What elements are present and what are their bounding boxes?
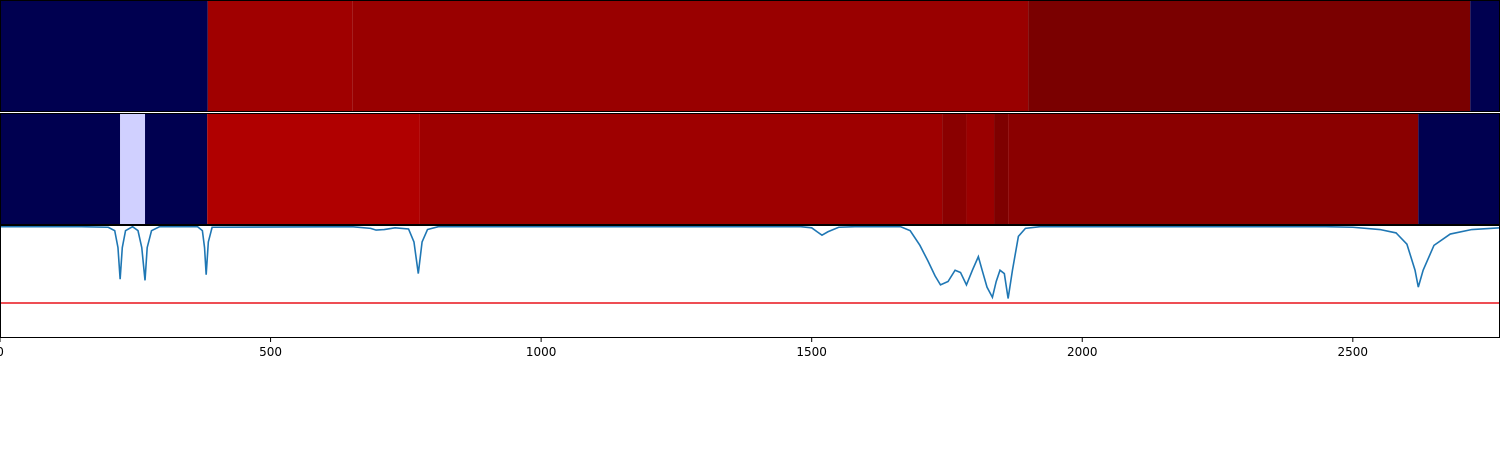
heatmap-cell <box>1028 0 1471 112</box>
heatmap-cell <box>120 113 146 225</box>
heatmap-cell <box>352 0 1029 112</box>
heatmap-cell <box>1418 113 1500 225</box>
heatmap-cell <box>419 113 943 225</box>
heatmap-cell <box>942 113 967 225</box>
heatmap-cell <box>0 113 121 225</box>
x-tick-label: 2500 <box>1338 345 1369 359</box>
heatmap-cell <box>1470 0 1500 112</box>
x-tick-label: 1000 <box>526 345 557 359</box>
heatmap-cell <box>994 113 1009 225</box>
x-tick-label: 0 <box>0 345 4 359</box>
x-tick-label: 2000 <box>1067 345 1098 359</box>
x-tick-label: 500 <box>259 345 282 359</box>
x-tick-label: 1500 <box>796 345 827 359</box>
panel-frame <box>0 225 1500 338</box>
heatmap-cell <box>0 0 208 112</box>
heatmap-cell <box>207 0 353 112</box>
heatmap-cell <box>1008 113 1419 225</box>
heatmap-cell <box>145 113 208 225</box>
heatmap-cell <box>207 113 420 225</box>
heatmap-cell <box>966 113 995 225</box>
spectrum-line <box>0 225 1500 300</box>
